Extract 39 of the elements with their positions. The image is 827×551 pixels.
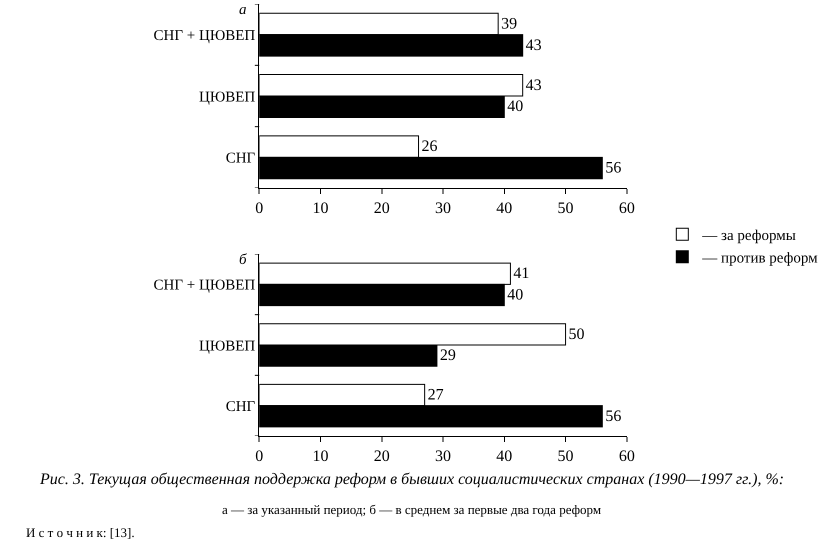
chart-title: а [239, 2, 246, 18]
y-tick-label: ЦЮВЕП [198, 89, 256, 106]
data-label: 27 [428, 386, 444, 404]
data-label: 39 [501, 15, 518, 32]
data-label: 41 [513, 265, 530, 282]
x-tick-label: 60 [618, 448, 635, 466]
x-tick-label: 10 [312, 200, 328, 218]
x-tick-label: 60 [618, 200, 635, 218]
data-label: 43 [526, 76, 542, 94]
data-label: 56 [605, 408, 622, 425]
x-tick-label: 30 [435, 200, 452, 218]
x-tick-label: 10 [312, 448, 328, 466]
text: а — за указанный период; б — в среднем за первые два года реформ [222, 502, 602, 517]
y-tick-label: СНГ + ЦЮВЕП [154, 28, 256, 44]
x-tick-label: 0 [255, 200, 264, 218]
x-tick-label: 40 [496, 448, 512, 466]
data-label: 40 [507, 286, 524, 304]
x-tick-label: 40 [496, 200, 512, 218]
chart-title: б [239, 252, 247, 268]
x-tick-label: 20 [374, 200, 390, 218]
data-label: 50 [568, 326, 585, 343]
x-tick-label: 30 [435, 448, 452, 466]
legend-label: — против реформ [701, 250, 818, 267]
x-tick-label: 0 [255, 448, 264, 466]
data-label: 26 [422, 138, 438, 156]
data-label: 40 [507, 98, 524, 116]
text: И с т о ч н и к: [13]. [26, 525, 135, 540]
legend-label: — за реформы [701, 228, 796, 244]
data-label: 43 [526, 36, 542, 54]
y-tick-label: СНГ [226, 398, 256, 415]
data-label: 29 [440, 347, 456, 364]
x-tick-label: 50 [558, 448, 574, 466]
y-tick-label: СНГ [226, 150, 256, 167]
y-tick-label: ЦЮВЕП [198, 338, 256, 354]
x-tick-label: 20 [374, 448, 390, 466]
x-tick-label: 50 [558, 200, 574, 218]
text: Рис. 3. Текущая общественная поддержка реформ в бывших социалистических странах (1990—1997 гг.), %: [39, 471, 784, 488]
data-label: 56 [605, 160, 622, 177]
y-tick-label: СНГ + ЦЮВЕП [154, 278, 256, 294]
